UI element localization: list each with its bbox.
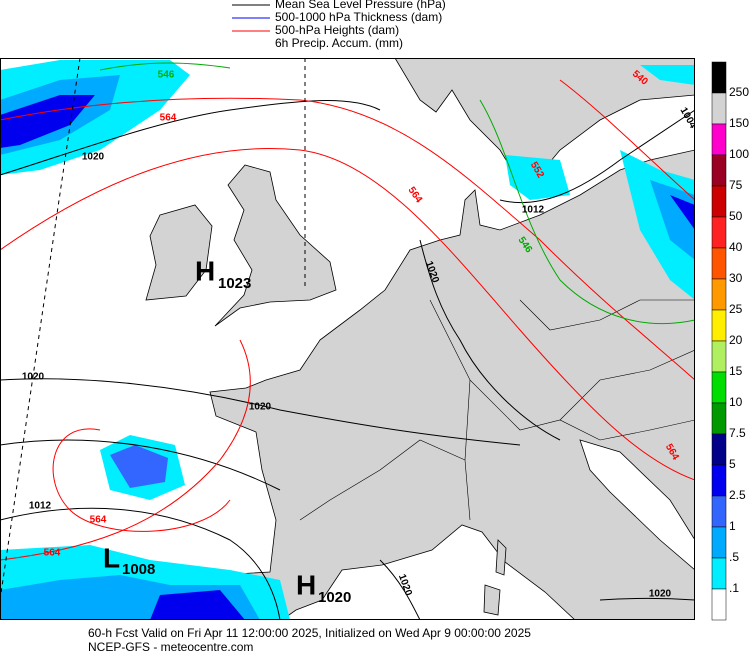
- colorbar-swatch: [711, 309, 727, 342]
- colorbar: 250 150 100 75 50 40 30 25 20 15 10 7.5 5 2.5 1 .5 .1: [711, 61, 749, 621]
- pressure-label: 1012: [29, 501, 52, 512]
- colorbar-label: .1: [729, 581, 739, 595]
- pressure-label: 1020: [22, 372, 45, 383]
- colorbar-swatch: [711, 123, 727, 156]
- pressure-label: 1020: [649, 589, 672, 600]
- contours: [0, 62, 695, 620]
- map-frame: [0, 58, 695, 620]
- colorbar-label: 20: [729, 333, 743, 347]
- legend-label: 500-1000 hPa Thickness (dam): [275, 10, 442, 24]
- colorbar-swatch: [711, 61, 727, 94]
- colorbar-swatch: [711, 247, 727, 280]
- colorbar-swatch: [711, 92, 727, 125]
- map-labels: 1020 1020 1020 1020 1012 1012 1020 1004 …: [22, 69, 695, 606]
- colorbar-label: 30: [729, 271, 743, 285]
- legend-label: 500-hPa Heights (dam): [275, 23, 399, 37]
- center-letter: H: [195, 255, 215, 286]
- colorbar-swatch: [711, 185, 727, 218]
- legend: Mean Sea Level Pressure (hPa)500-1000 hP…: [232, 0, 446, 50]
- colorbar-swatch: [711, 526, 727, 559]
- colorbar-label: 150: [729, 116, 749, 130]
- height-label: 564: [44, 548, 61, 559]
- colorbar-label: 75: [729, 178, 743, 192]
- colorbar-swatch: [711, 402, 727, 435]
- colorbar-label: 100: [729, 147, 749, 161]
- center-letter: L: [103, 542, 120, 573]
- pressure-label: 1012: [522, 205, 545, 216]
- colorbar-swatch: [711, 557, 727, 590]
- colorbar-swatch: [711, 371, 727, 404]
- colorbar-swatch: [711, 216, 727, 249]
- colorbar-label: 50: [729, 209, 743, 223]
- pressure-label: 1020: [82, 152, 105, 163]
- colorbar-label: 250: [729, 85, 749, 99]
- colorbar-label: 10: [729, 395, 743, 409]
- thickness-label: 546: [158, 70, 175, 81]
- colorbar-swatch: [711, 278, 727, 311]
- colorbar-label: 25: [729, 302, 743, 316]
- colorbar-swatch: [711, 154, 727, 187]
- center-value: 1008: [122, 561, 155, 578]
- colorbar-swatch: [711, 433, 727, 466]
- colorbar-swatch: [711, 495, 727, 528]
- legend-note: 6h Precip. Accum. (mm): [275, 36, 403, 50]
- colorbar-swatch: [711, 464, 727, 497]
- colorbar-label: 40: [729, 240, 743, 254]
- colorbar-label: 1: [729, 519, 736, 533]
- footer-source: NCEP-GFS - meteocentre.com: [88, 640, 253, 654]
- footer-valid: 60-h Fcst Valid on Fri Apr 11 12:00:00 2…: [88, 626, 531, 640]
- land: [145, 58, 695, 620]
- height-label: 564: [90, 515, 107, 526]
- colorbar-label: 2.5: [729, 488, 746, 502]
- center-value: 1023: [218, 275, 251, 292]
- colorbar-swatch: [711, 340, 727, 373]
- map: 1020 1020 1020 1020 1012 1012 1020 1004 …: [0, 58, 695, 620]
- center-letter: H: [296, 569, 316, 600]
- height-label: 564: [160, 113, 177, 124]
- legend-label: Mean Sea Level Pressure (hPa): [275, 0, 446, 11]
- colorbar-label: 15: [729, 364, 743, 378]
- colorbar-label: .5: [729, 550, 739, 564]
- colorbar-label: 7.5: [729, 426, 746, 440]
- pressure-label: 1020: [249, 402, 272, 413]
- colorbar-label: 5: [729, 457, 736, 471]
- colorbar-swatch: [711, 588, 727, 621]
- center-value: 1020: [318, 589, 351, 606]
